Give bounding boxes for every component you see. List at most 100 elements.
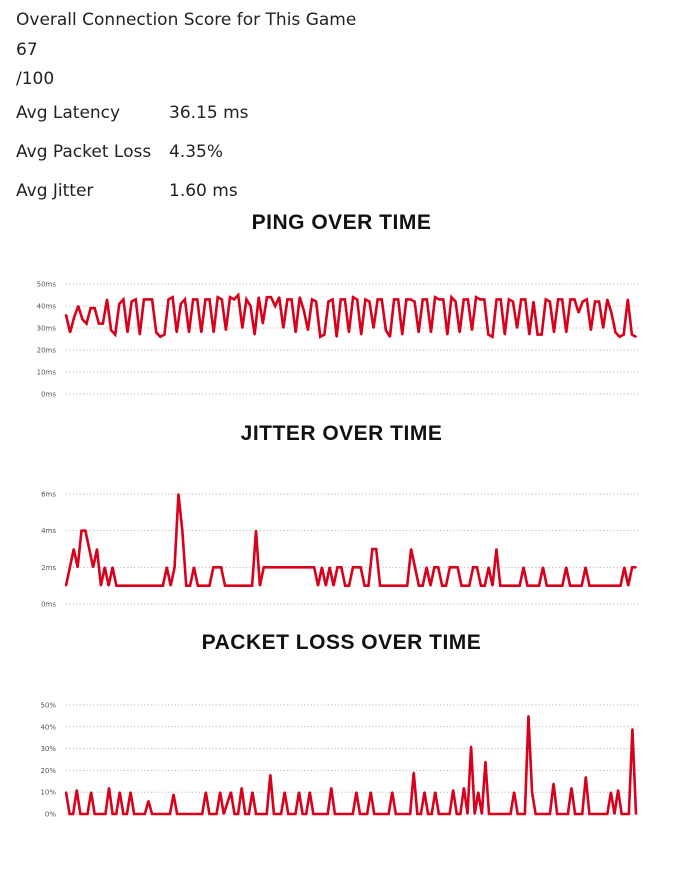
data-point [394, 813, 397, 815]
data-point [266, 566, 269, 569]
data-point [282, 327, 285, 329]
data-point [442, 298, 445, 301]
data-point [364, 298, 367, 301]
data-point [257, 296, 260, 299]
data-point [294, 331, 297, 334]
data-point [204, 298, 207, 301]
data-point [421, 298, 424, 301]
data-point [270, 566, 273, 569]
data-point [531, 791, 533, 794]
data-point [72, 813, 75, 815]
data-point [290, 813, 293, 815]
data-point [405, 813, 408, 815]
data-point [602, 327, 605, 329]
data-point [122, 298, 125, 301]
data-point [169, 584, 172, 587]
data-point [455, 813, 458, 815]
data-point [518, 584, 521, 587]
data-point [416, 813, 419, 815]
data-point [580, 584, 583, 587]
data-point [344, 584, 347, 587]
data-point [412, 771, 415, 774]
data-point [179, 302, 182, 305]
data-point [356, 298, 359, 301]
data-point [556, 813, 559, 815]
data-point [147, 800, 150, 802]
data-point [341, 813, 343, 815]
data-point [509, 813, 512, 815]
data-point [445, 813, 447, 815]
data-point [588, 584, 591, 587]
data-point [466, 298, 469, 301]
data-point [573, 298, 576, 301]
data-point [402, 584, 405, 587]
data-point [487, 566, 490, 569]
data-point [93, 813, 96, 815]
data-point [165, 813, 168, 815]
data-point [553, 331, 555, 334]
data-point [557, 298, 559, 301]
data-point [384, 329, 387, 332]
data-point [130, 300, 133, 303]
data-point [312, 813, 315, 815]
data-point [75, 789, 78, 791]
data-point [158, 584, 160, 587]
data-point [471, 329, 473, 332]
data-point [631, 566, 634, 569]
data-point [305, 566, 308, 569]
data-point [186, 813, 189, 815]
data-point [301, 566, 304, 569]
data-point [437, 813, 440, 815]
data-point [181, 529, 184, 532]
data-point [599, 813, 602, 815]
data-point [162, 584, 164, 587]
y-tick-label: 0ms [41, 601, 56, 609]
data-point [126, 813, 128, 815]
data-point [530, 584, 533, 587]
data-point [175, 331, 178, 334]
data-point [458, 331, 461, 334]
data-point [269, 773, 272, 776]
data-point [448, 813, 451, 815]
data-point [233, 813, 236, 815]
data-point [433, 566, 436, 569]
data-point [309, 566, 312, 569]
data-point [73, 316, 76, 318]
data-point [143, 813, 146, 815]
data-point [297, 566, 300, 569]
data-point [619, 584, 622, 587]
score-max: /100 [16, 69, 55, 89]
data-point [106, 298, 108, 301]
data-point [282, 566, 285, 569]
data-point [147, 298, 149, 301]
data-point [484, 760, 487, 763]
data-point [245, 298, 248, 301]
data-point [595, 813, 598, 815]
data-point [631, 333, 633, 336]
data-point [635, 335, 637, 338]
data-point [363, 584, 366, 587]
data-point [280, 813, 282, 815]
data-point [520, 813, 523, 815]
data-point [380, 813, 383, 815]
data-point [133, 813, 136, 815]
data-point [410, 548, 412, 550]
data-point [323, 813, 326, 815]
data-point [68, 813, 71, 815]
data-point [262, 566, 265, 569]
data-point [438, 298, 441, 301]
y-tick-label: 4ms [41, 527, 56, 535]
data-point [104, 813, 107, 815]
data-point [134, 584, 137, 587]
data-point [197, 813, 200, 815]
data-point [359, 813, 361, 815]
data-point [276, 813, 279, 815]
data-point [171, 296, 174, 299]
data-point [584, 776, 587, 778]
data-point [294, 813, 297, 815]
data-point [319, 813, 322, 815]
data-point [594, 300, 596, 303]
data-point [371, 548, 374, 550]
data-point [251, 791, 254, 794]
data-point [622, 333, 625, 336]
